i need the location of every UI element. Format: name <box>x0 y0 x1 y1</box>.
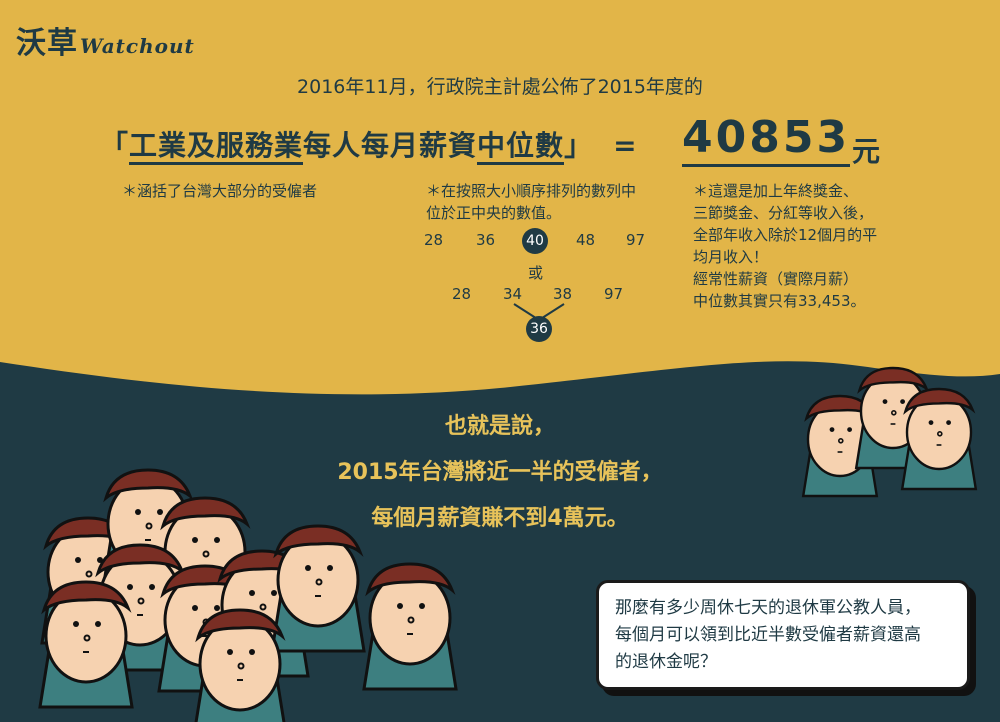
seq1-number: 36 <box>476 231 496 249</box>
headline-median: 中位數 <box>477 129 565 165</box>
question-line1: 那麼有多少周休七天的退休軍公教人員， <box>615 598 921 618</box>
note-right-line: 三節獎金、分紅等收入後， <box>693 204 874 222</box>
intro-text: 2016年11月，行政院主計處公佈了2015年度的 <box>297 76 703 98</box>
note-middle-line2: 位於正中央的數值。 <box>426 204 562 222</box>
person-character <box>362 562 458 691</box>
seq2-median-circle: 36 <box>526 316 552 342</box>
currency-unit: 元 <box>852 135 881 168</box>
seq2-number: 38 <box>553 285 573 303</box>
seq2-number: 28 <box>452 285 472 303</box>
median-value: 40853 <box>682 112 851 167</box>
seq2-number: 97 <box>604 285 624 303</box>
headline-salary: 每人每月薪資 <box>303 129 478 162</box>
note-right-line: 經常性薪資（實際月薪） <box>693 270 859 288</box>
headline-industry: 工業及服務業 <box>129 129 304 165</box>
conclusion-line1: 也就是說， <box>444 414 555 439</box>
seq1-median-circle: 40 <box>522 228 548 254</box>
note-right-line: 均月收入！ <box>693 248 769 266</box>
watchout-logo: 沃草 Watchout <box>16 18 195 62</box>
conclusion-line2: 2015年台灣將近一半的受僱者， <box>337 460 663 485</box>
seq2-number: 34 <box>503 285 523 303</box>
equals-sign: = <box>613 129 638 162</box>
note-left: ＊涵括了台灣大部分的受僱者 <box>122 182 318 200</box>
person-character <box>38 580 134 709</box>
logo-main: 沃草 <box>16 26 78 61</box>
logo-sub: Watchout <box>80 34 195 58</box>
headline: 「工業及服務業每人每月薪資中位數」 = <box>100 124 638 165</box>
note-middle: ＊在按照大小順序排列的數列中 位於正中央的數值。 <box>426 180 636 224</box>
person-character <box>900 387 978 491</box>
person-character <box>270 524 366 653</box>
bracket-close: 」 <box>564 129 594 162</box>
person-character <box>194 608 286 722</box>
note-right-line: 中位數其實只有33,453。 <box>693 292 866 310</box>
note-right-line: ＊這還是加上年終獎金、 <box>693 182 859 200</box>
seq1-number: 48 <box>576 231 596 249</box>
note-middle-line1: ＊在按照大小順序排列的數列中 <box>426 182 637 200</box>
note-right-line: 全部年收入除於12個月的平 <box>693 226 878 244</box>
question-line2: 每個月可以領到比近半數受僱者薪資還高 <box>615 625 921 645</box>
conclusion-line3: 每個月薪資賺不到4萬元。 <box>371 506 629 531</box>
seq1-number: 97 <box>626 231 646 249</box>
crowd-illustration <box>38 366 978 722</box>
bracket-open: 「 <box>100 129 130 162</box>
seq1-number: 28 <box>424 231 444 249</box>
question-box: 那麼有多少周休七天的退休軍公教人員， 每個月可以領到比近半數受僱者薪資還高 的退… <box>596 580 970 690</box>
question-line3: 的退休金呢？ <box>615 652 717 672</box>
or-label: 或 <box>528 264 544 282</box>
note-right: ＊這還是加上年終獎金、 三節獎金、分紅等收入後， 全部年收入除於12個月的平 均… <box>693 180 877 312</box>
